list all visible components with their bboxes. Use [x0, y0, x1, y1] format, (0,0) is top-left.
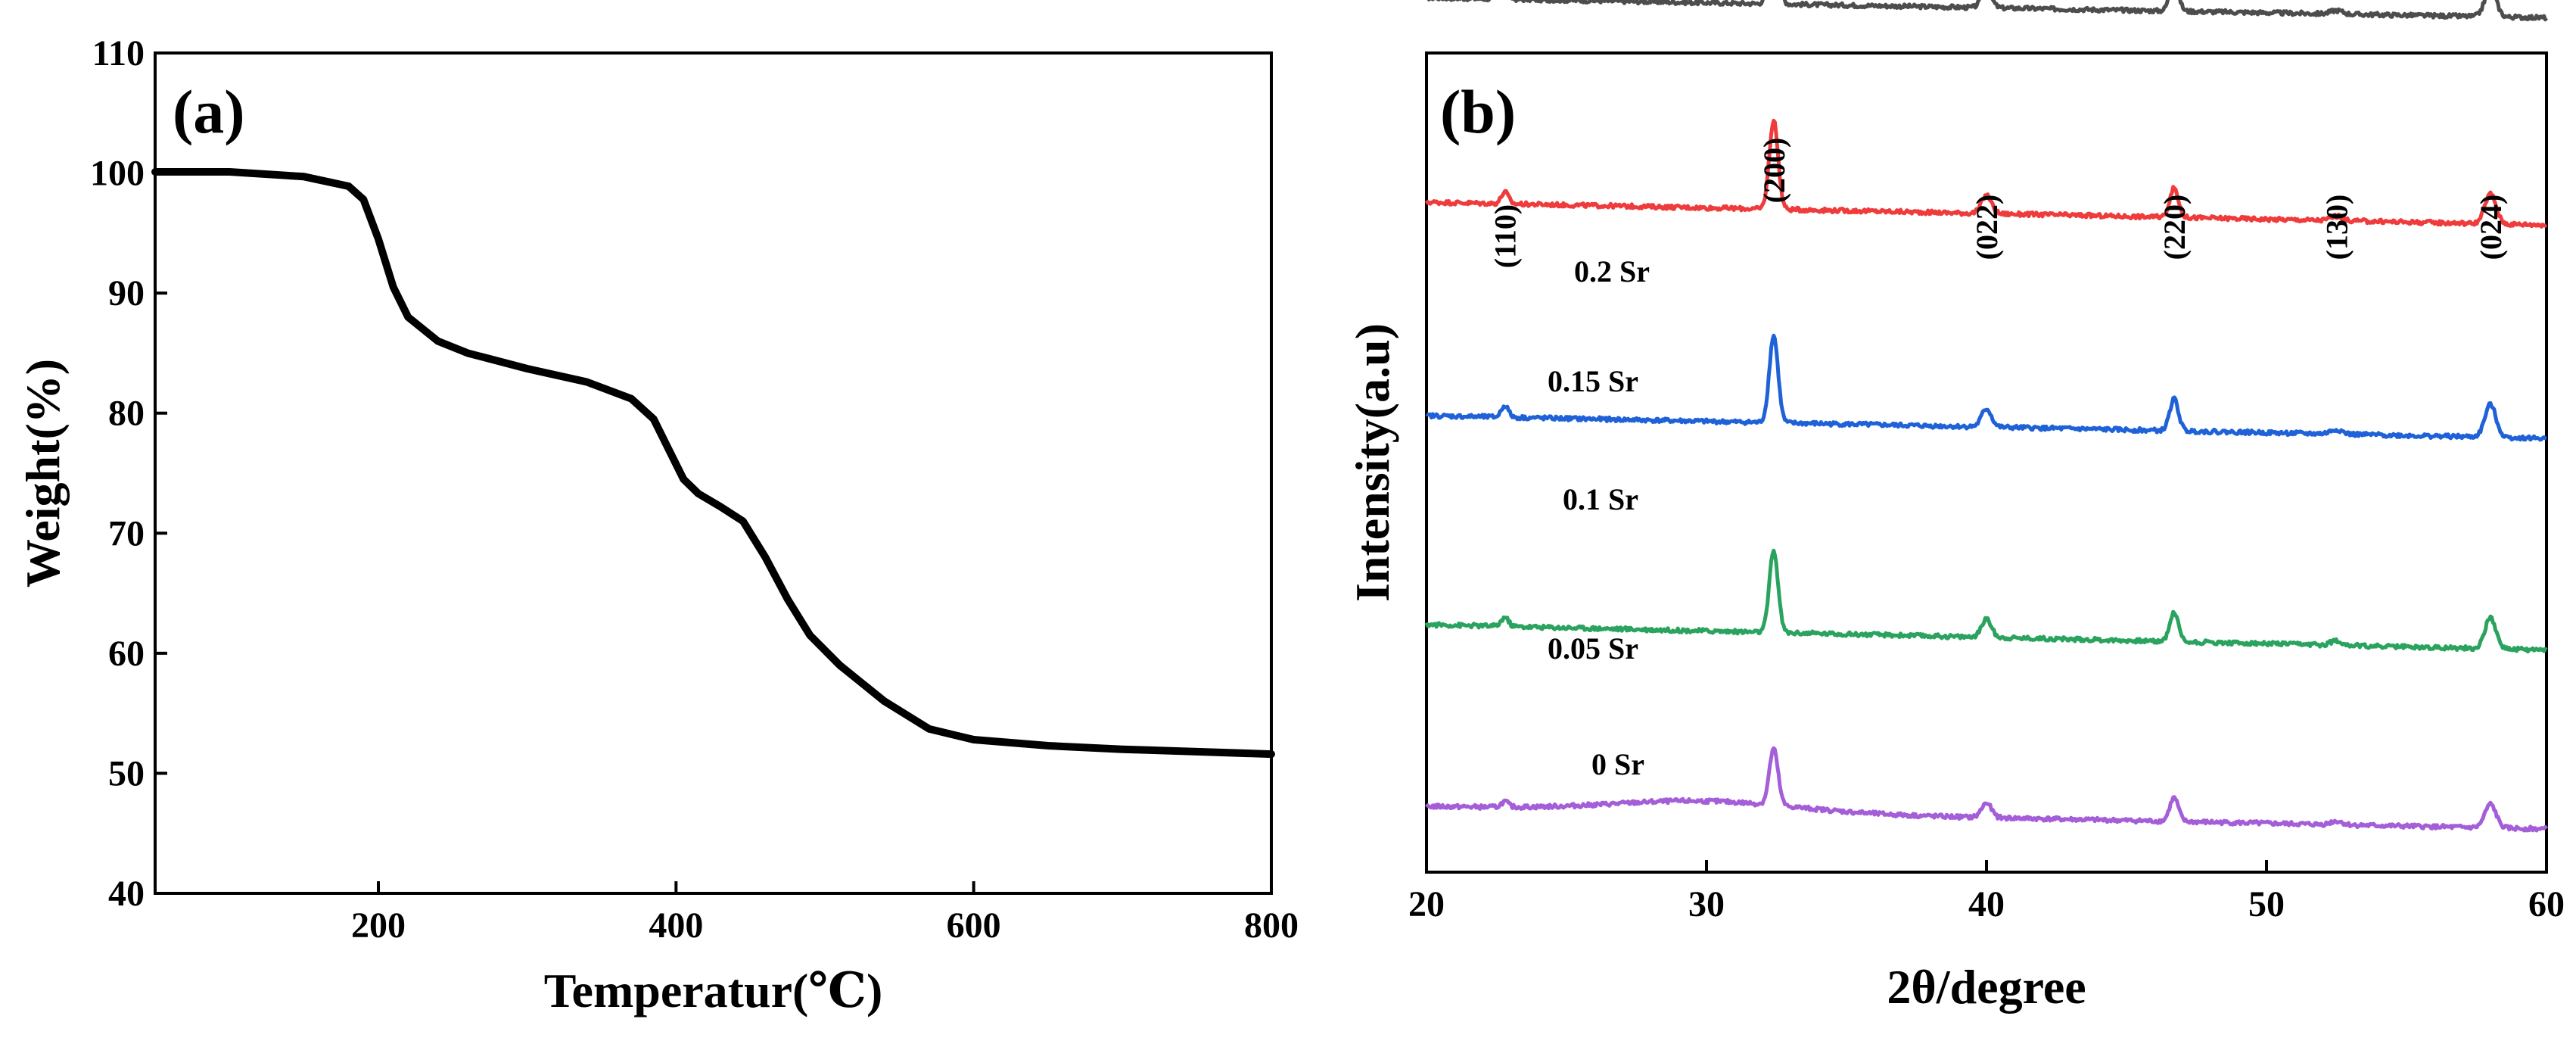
- y-tick-label-a: 50: [108, 753, 145, 793]
- tga-curve: [151, 168, 1275, 759]
- xrd-curve: [1424, 118, 2548, 229]
- peak-label-b: (130): [2320, 195, 2354, 260]
- x-axis-title-a: Temperatur(℃): [544, 964, 883, 1018]
- y-tick-label-a: 100: [90, 154, 145, 194]
- x-tick-label-a: 200: [351, 905, 406, 946]
- x-tick-label-a: 800: [1244, 905, 1299, 946]
- series-label-b: 0.15 Sr: [1548, 364, 1638, 398]
- y-tick-label-a: 60: [108, 634, 145, 674]
- x-axis-title-b: 2θ/degree: [1887, 960, 2086, 1014]
- panel-label-b: (b): [1440, 77, 1516, 146]
- x-tick-label-b: 50: [2248, 884, 2285, 924]
- xrd-curve: [1426, 0, 2548, 22]
- x-tick-label-b: 30: [1688, 884, 1725, 924]
- panel-a: 200 400 600 800 40 50 60 70 80 90 100 110 (a) Tempera…: [16, 33, 1299, 1018]
- y-tick-label-a: 80: [108, 394, 145, 434]
- xrd-curve: [1424, 548, 2548, 654]
- xrd-curve: [1425, 333, 2547, 442]
- x-tick-label-b: 60: [2528, 884, 2565, 924]
- y-tick-label-a: 90: [108, 273, 145, 313]
- series-label-b: 0.2 Sr: [1574, 254, 1650, 288]
- y-tick-label-a: 70: [108, 513, 145, 553]
- xrd-curve: [1425, 746, 2549, 833]
- panel-b: 20 30 40 50 60 0.2 Sr 0.15 Sr 0.1 Sr 0.05 Sr 0 Sr…: [1346, 0, 2565, 1014]
- series-label-b: 0 Sr: [1591, 747, 1644, 781]
- x-tick-label-a: 600: [947, 905, 1001, 946]
- x-tick-label-b: 20: [1408, 884, 1445, 924]
- y-tick-label-a: 110: [92, 33, 145, 73]
- x-tick-label-b: 40: [1968, 884, 2005, 924]
- y-axis-title-b: Intensity(a.u): [1346, 323, 1399, 602]
- series-label-b: 0.1 Sr: [1563, 482, 1638, 516]
- y-axis-title-a: Weight(%): [16, 359, 70, 587]
- panel-label-a: (a): [173, 77, 245, 146]
- x-tick-label-a: 400: [649, 905, 703, 946]
- plot-frame-a: [154, 51, 1273, 895]
- y-tick-label-a: 40: [108, 874, 145, 914]
- peak-label-b: (022): [1970, 195, 2004, 260]
- peak-label-b: (220): [2158, 195, 2192, 260]
- peak-label-b: (110): [1489, 204, 1523, 268]
- peak-label-b: (024): [2474, 195, 2508, 260]
- peak-label-b: (200): [1757, 138, 1791, 204]
- series-label-b: 0.05 Sr: [1548, 631, 1638, 665]
